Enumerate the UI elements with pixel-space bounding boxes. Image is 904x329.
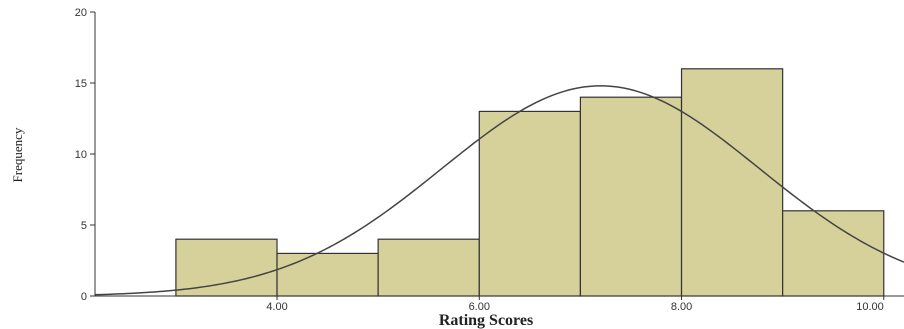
histogram-bar-2 xyxy=(276,252,379,297)
x-tick-label: 8.00 xyxy=(671,301,692,313)
x-tick-label: 4.00 xyxy=(266,301,287,313)
y-tick-label: 10 xyxy=(75,149,87,161)
y-tick-label: 20 xyxy=(75,7,87,19)
y-tick-label: 15 xyxy=(75,78,87,90)
y-tick-label: 0 xyxy=(81,291,87,303)
x-tick-label: 6.00 xyxy=(469,301,490,313)
histogram-bars xyxy=(175,68,885,297)
x-tick-label: 10.00 xyxy=(856,301,884,313)
x-axis-ticks: 4.00 6.00 8.00 10.00 xyxy=(266,296,885,313)
y-axis-ticks: 0 5 10 15 20 xyxy=(75,7,95,303)
histogram-bar-3 xyxy=(377,238,480,297)
histogram-bar-1 xyxy=(175,238,278,297)
histogram-bar-4 xyxy=(478,110,581,297)
y-axis-title: Frequency xyxy=(10,127,25,182)
normal-curve xyxy=(94,85,904,296)
y-tick-label: 5 xyxy=(81,220,87,232)
x-axis-title: Rating Scores xyxy=(439,312,533,329)
histogram-bar-5 xyxy=(579,96,683,297)
histogram-bar-6 xyxy=(680,68,784,297)
